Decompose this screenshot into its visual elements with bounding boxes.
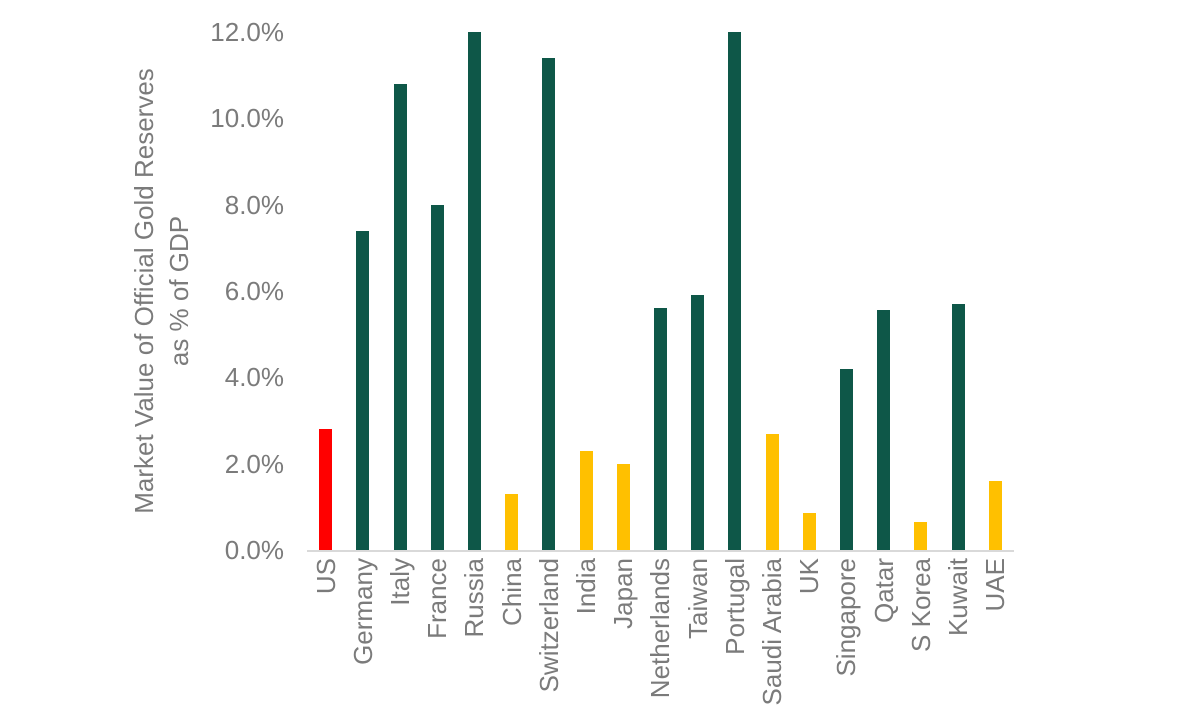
bar-japan xyxy=(616,463,630,550)
bar-slot-russia xyxy=(456,32,493,550)
x-label-switzerland: Switzerland xyxy=(533,558,564,693)
plot-area xyxy=(307,32,1014,552)
x-label-germany: Germany xyxy=(347,558,378,665)
y-tick-label-12.0%: 12.0% xyxy=(210,17,284,47)
x-label-slot-japan: Japan xyxy=(605,558,642,710)
x-label-japan: Japan xyxy=(608,558,639,629)
x-label-netherlands: Netherlands xyxy=(645,558,676,699)
bar-slot-france xyxy=(419,32,456,550)
y-tick-label-6.0%: 6.0% xyxy=(224,276,284,306)
x-label-slot-uae: UAE xyxy=(977,558,1014,710)
bar-italy xyxy=(393,83,407,550)
y-tick-label-0.0%: 0.0% xyxy=(224,535,284,565)
x-label-slot-uk: UK xyxy=(791,558,828,710)
bar-france xyxy=(430,204,444,550)
x-label-kuwait: Kuwait xyxy=(943,558,974,637)
bar-us xyxy=(319,429,333,550)
bar-portugal xyxy=(728,32,742,550)
bar-slot-china xyxy=(493,32,530,550)
bar-netherlands xyxy=(653,308,667,550)
bar-slot-singapore xyxy=(828,32,865,550)
x-label-slot-netherlands: Netherlands xyxy=(642,558,679,710)
bar-slot-india xyxy=(567,32,604,550)
x-label-slot-s-korea: S Korea xyxy=(902,558,939,710)
x-label-us: US xyxy=(310,558,341,595)
bar-slot-germany xyxy=(344,32,381,550)
x-label-slot-switzerland: Switzerland xyxy=(530,558,567,710)
bar-qatar xyxy=(877,310,891,550)
bar-slot-saudi-arabia xyxy=(753,32,790,550)
x-label-slot-italy: Italy xyxy=(381,558,418,710)
x-label-slot-saudi-arabia: Saudi Arabia xyxy=(753,558,790,710)
bar-slot-uk xyxy=(791,32,828,550)
bar-slot-switzerland xyxy=(530,32,567,550)
x-label-slot-portugal: Portugal xyxy=(716,558,753,710)
bar-germany xyxy=(356,230,370,550)
bar-slot-netherlands xyxy=(642,32,679,550)
x-label-uae: UAE xyxy=(980,558,1011,612)
x-label-slot-russia: Russia xyxy=(456,558,493,710)
y-tick-label-8.0%: 8.0% xyxy=(224,190,284,220)
bar-uae xyxy=(988,480,1002,550)
x-label-slot-china: China xyxy=(493,558,530,710)
x-label-china: China xyxy=(496,558,527,626)
bar-china xyxy=(505,493,519,550)
x-label-qatar: Qatar xyxy=(868,558,899,624)
y-tick-label-2.0%: 2.0% xyxy=(224,449,284,479)
x-label-italy: Italy xyxy=(385,558,415,606)
bar-slot-taiwan xyxy=(679,32,716,550)
y-tick-label-10.0%: 10.0% xyxy=(210,103,284,133)
x-label-slot-qatar: Qatar xyxy=(865,558,902,710)
bar-s-korea xyxy=(914,521,928,550)
bar-slot-portugal xyxy=(716,32,753,550)
bar-slot-japan xyxy=(605,32,642,550)
x-label-uk: UK xyxy=(794,558,825,595)
x-label-india: India xyxy=(571,558,602,615)
bar-india xyxy=(579,450,593,550)
bar-slot-qatar xyxy=(865,32,902,550)
bar-taiwan xyxy=(691,295,705,550)
x-label-russia: Russia xyxy=(459,558,490,638)
x-label-slot-kuwait: Kuwait xyxy=(939,558,976,710)
x-label-slot-singapore: Singapore xyxy=(828,558,865,710)
x-label-slot-germany: Germany xyxy=(344,558,381,710)
bar-uk xyxy=(802,513,816,550)
x-label-slot-india: India xyxy=(567,558,604,710)
bar-slot-kuwait xyxy=(939,32,976,550)
bar-singapore xyxy=(839,368,853,550)
x-label-saudi-arabia: Saudi Arabia xyxy=(757,558,788,706)
bar-switzerland xyxy=(542,57,556,550)
bar-kuwait xyxy=(951,303,965,550)
x-label-slot-france: France xyxy=(419,558,456,710)
bar-russia xyxy=(467,32,481,550)
x-label-france: France xyxy=(422,558,453,639)
bar-slot-uae xyxy=(977,32,1014,550)
bar-slot-s-korea xyxy=(902,32,939,550)
bar-slot-us xyxy=(307,32,344,550)
x-label-slot-taiwan: Taiwan xyxy=(679,558,716,710)
x-label-portugal: Portugal xyxy=(719,558,750,655)
bar-slot-italy xyxy=(381,32,418,550)
x-label-s-korea: S Korea xyxy=(905,558,936,652)
x-axis-labels: US Germany Italy France Russia China Switzerla… xyxy=(307,558,1014,710)
x-label-singapore: Singapore xyxy=(831,558,862,677)
x-label-taiwan: Taiwan xyxy=(682,558,713,639)
y-tick-label-4.0%: 4.0% xyxy=(224,362,284,392)
x-label-slot-us: US xyxy=(307,558,344,710)
bar-saudi-arabia xyxy=(765,433,779,550)
